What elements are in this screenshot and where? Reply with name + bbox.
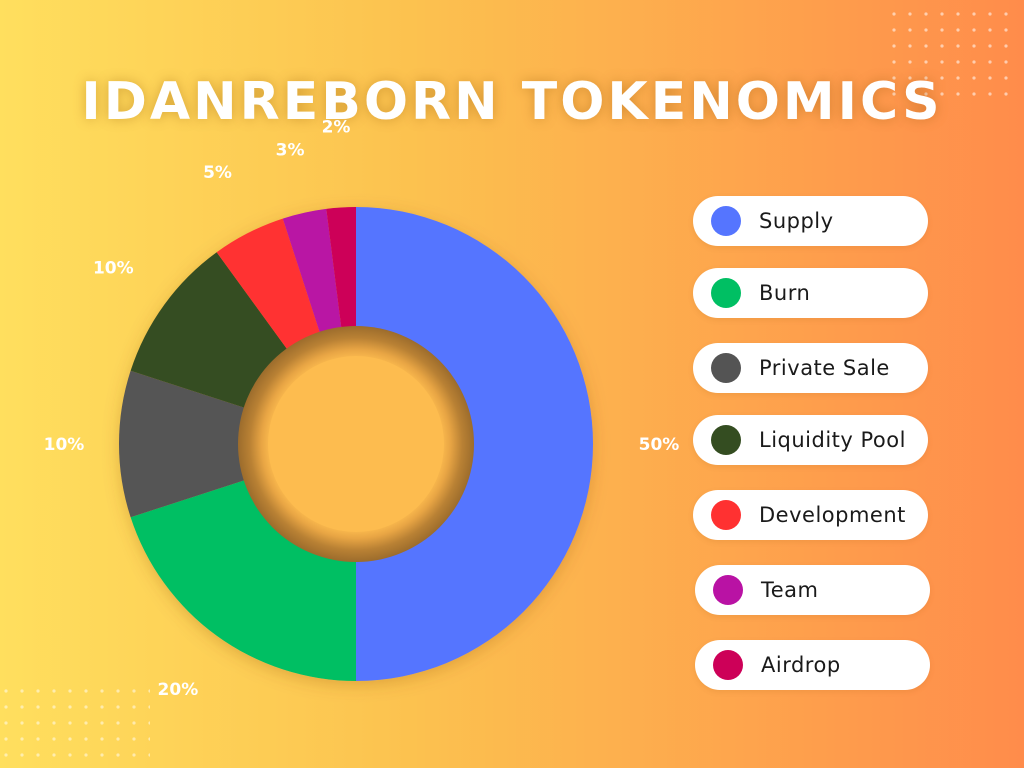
legend-label-team: Team bbox=[761, 578, 819, 602]
data-label-supply: 50% bbox=[639, 435, 680, 455]
legend-label-liquidity-pool: Liquidity Pool bbox=[759, 428, 906, 452]
legend-item-supply: Supply bbox=[693, 196, 928, 246]
legend-label-burn: Burn bbox=[759, 281, 811, 305]
legend-item-burn: Burn bbox=[693, 268, 928, 318]
data-label-private-sale: 10% bbox=[44, 435, 85, 455]
legend-swatch-supply bbox=[711, 206, 741, 236]
decorative-dots-bottom-left bbox=[0, 685, 150, 768]
legend-item-private-sale: Private Sale bbox=[693, 343, 928, 393]
decorative-dots-top-right bbox=[890, 10, 1020, 105]
data-label-development: 5% bbox=[203, 163, 232, 183]
legend-swatch-development bbox=[711, 500, 741, 530]
legend-swatch-airdrop bbox=[713, 650, 743, 680]
legend-label-supply: Supply bbox=[759, 209, 834, 233]
legend-item-development: Development bbox=[693, 490, 928, 540]
data-label-team: 3% bbox=[276, 140, 305, 160]
legend-swatch-liquidity-pool bbox=[711, 425, 741, 455]
data-label-liquidity-pool: 10% bbox=[93, 259, 134, 279]
data-label-airdrop: 2% bbox=[322, 118, 351, 138]
legend-label-private-sale: Private Sale bbox=[759, 356, 890, 380]
legend-label-development: Development bbox=[759, 503, 906, 527]
data-label-burn: 20% bbox=[158, 680, 199, 700]
slice-private-sale bbox=[119, 370, 356, 518]
slice-supply bbox=[356, 207, 593, 681]
chart-title: IDANREBORN TOKENOMICS bbox=[81, 72, 943, 132]
legend-label-airdrop: Airdrop bbox=[761, 653, 841, 677]
legend-item-liquidity-pool: Liquidity Pool bbox=[693, 415, 928, 465]
donut-hole-inner bbox=[268, 356, 444, 532]
legend-item-team: Team bbox=[695, 565, 930, 615]
legend-item-airdrop: Airdrop bbox=[695, 640, 930, 690]
legend-swatch-team bbox=[713, 575, 743, 605]
legend-swatch-private-sale bbox=[711, 353, 741, 383]
legend-swatch-burn bbox=[711, 278, 741, 308]
